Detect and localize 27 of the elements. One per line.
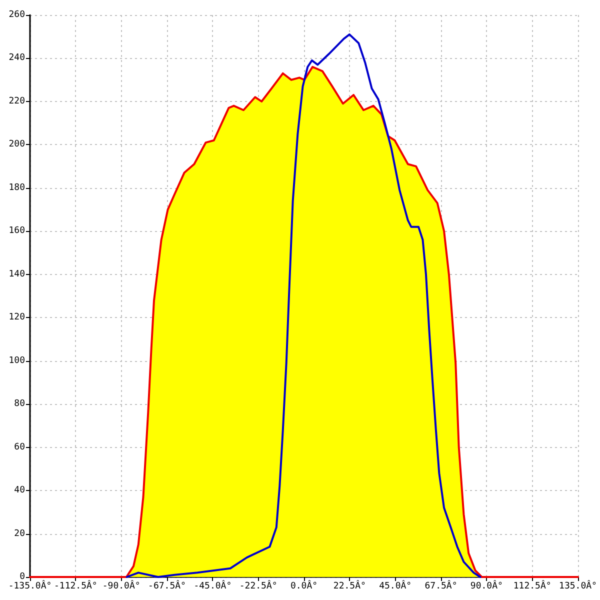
x-tick-label: 90.0Â° — [470, 580, 503, 592]
y-tick-label: 100 — [8, 356, 25, 366]
y-tick-label: 40 — [14, 486, 25, 496]
y-tick-label: 120 — [8, 312, 25, 323]
y-tick-label: 80 — [14, 399, 25, 410]
x-tick-label: -135.0Â° — [8, 580, 52, 592]
y-tick-label: 20 — [14, 528, 25, 539]
y-tick-label: 200 — [8, 140, 25, 150]
y-tick-label: 0 — [20, 572, 25, 582]
x-tick-label: -90.0Â° — [102, 580, 140, 592]
y-tick-label: 240 — [8, 53, 25, 64]
x-tick-label: -45.0Â° — [194, 580, 232, 592]
y-tick-label: 60 — [14, 442, 25, 452]
x-tick-label: -22.5Â° — [239, 580, 278, 592]
y-tick-label: 180 — [8, 182, 25, 193]
x-tick-label: 67.5Â° — [424, 580, 458, 592]
y-tick-label: 260 — [8, 10, 25, 20]
y-tick-label: 220 — [8, 96, 25, 106]
x-tick-label: -67.5Â° — [148, 580, 186, 592]
x-tick-label: 135.0Â° — [559, 580, 597, 592]
x-tick-label: 112.5Â° — [513, 580, 552, 592]
y-tick-label: 160 — [8, 226, 25, 236]
x-tick-label: 22.5Â° — [333, 580, 366, 592]
y-tick-label: 140 — [8, 269, 25, 280]
x-tick-label: 0.0Â° — [290, 580, 318, 592]
x-tick-label: 45.0Â° — [379, 580, 412, 592]
x-tick-label: -112.5Â° — [54, 580, 98, 592]
